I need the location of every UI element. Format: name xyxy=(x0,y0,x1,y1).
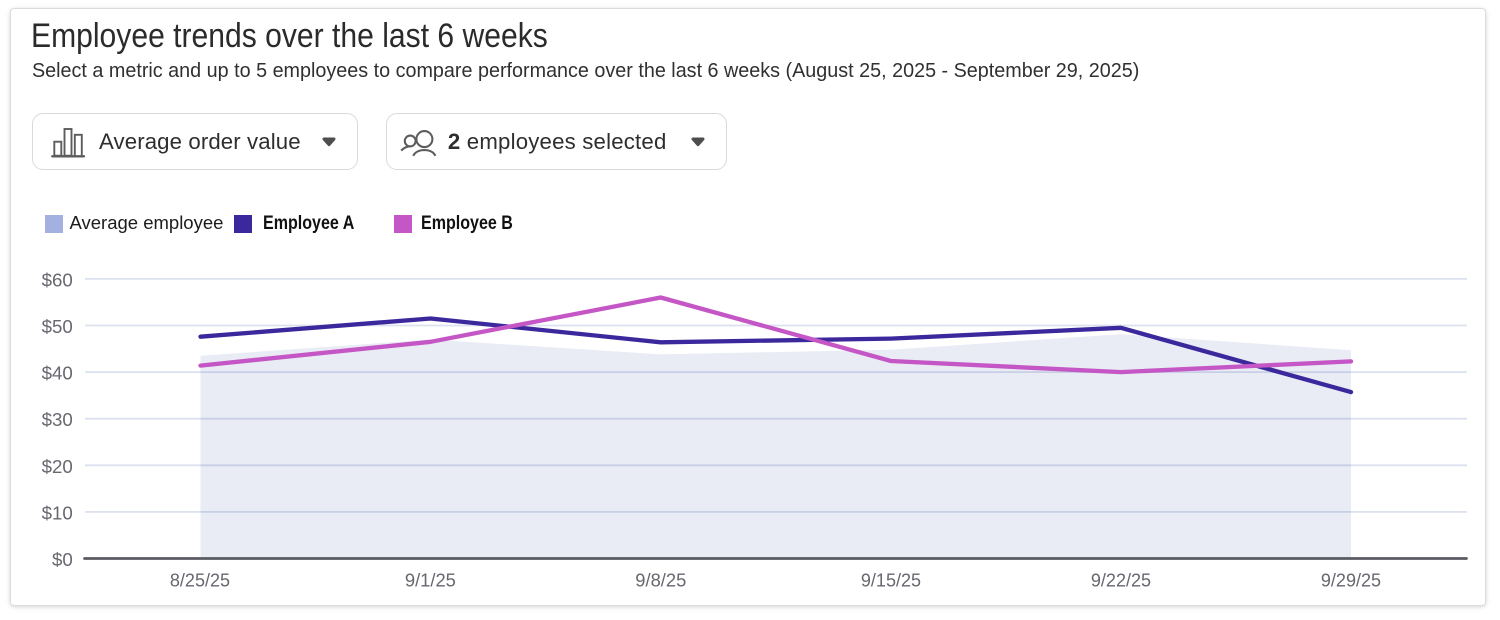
svg-text:9/22/25: 9/22/25 xyxy=(1091,570,1151,591)
svg-text:$60: $60 xyxy=(42,269,73,290)
svg-text:9/1/25: 9/1/25 xyxy=(405,570,456,591)
svg-text:8/25/25: 8/25/25 xyxy=(170,570,230,591)
svg-text:$10: $10 xyxy=(42,502,73,523)
svg-text:$30: $30 xyxy=(42,409,73,430)
svg-text:$0: $0 xyxy=(52,549,73,570)
svg-text:9/8/25: 9/8/25 xyxy=(635,570,686,591)
svg-text:$50: $50 xyxy=(42,316,73,337)
svg-text:9/29/25: 9/29/25 xyxy=(1321,570,1381,591)
svg-text:$40: $40 xyxy=(42,363,73,384)
svg-text:$20: $20 xyxy=(42,456,73,477)
svg-text:9/15/25: 9/15/25 xyxy=(861,570,921,591)
